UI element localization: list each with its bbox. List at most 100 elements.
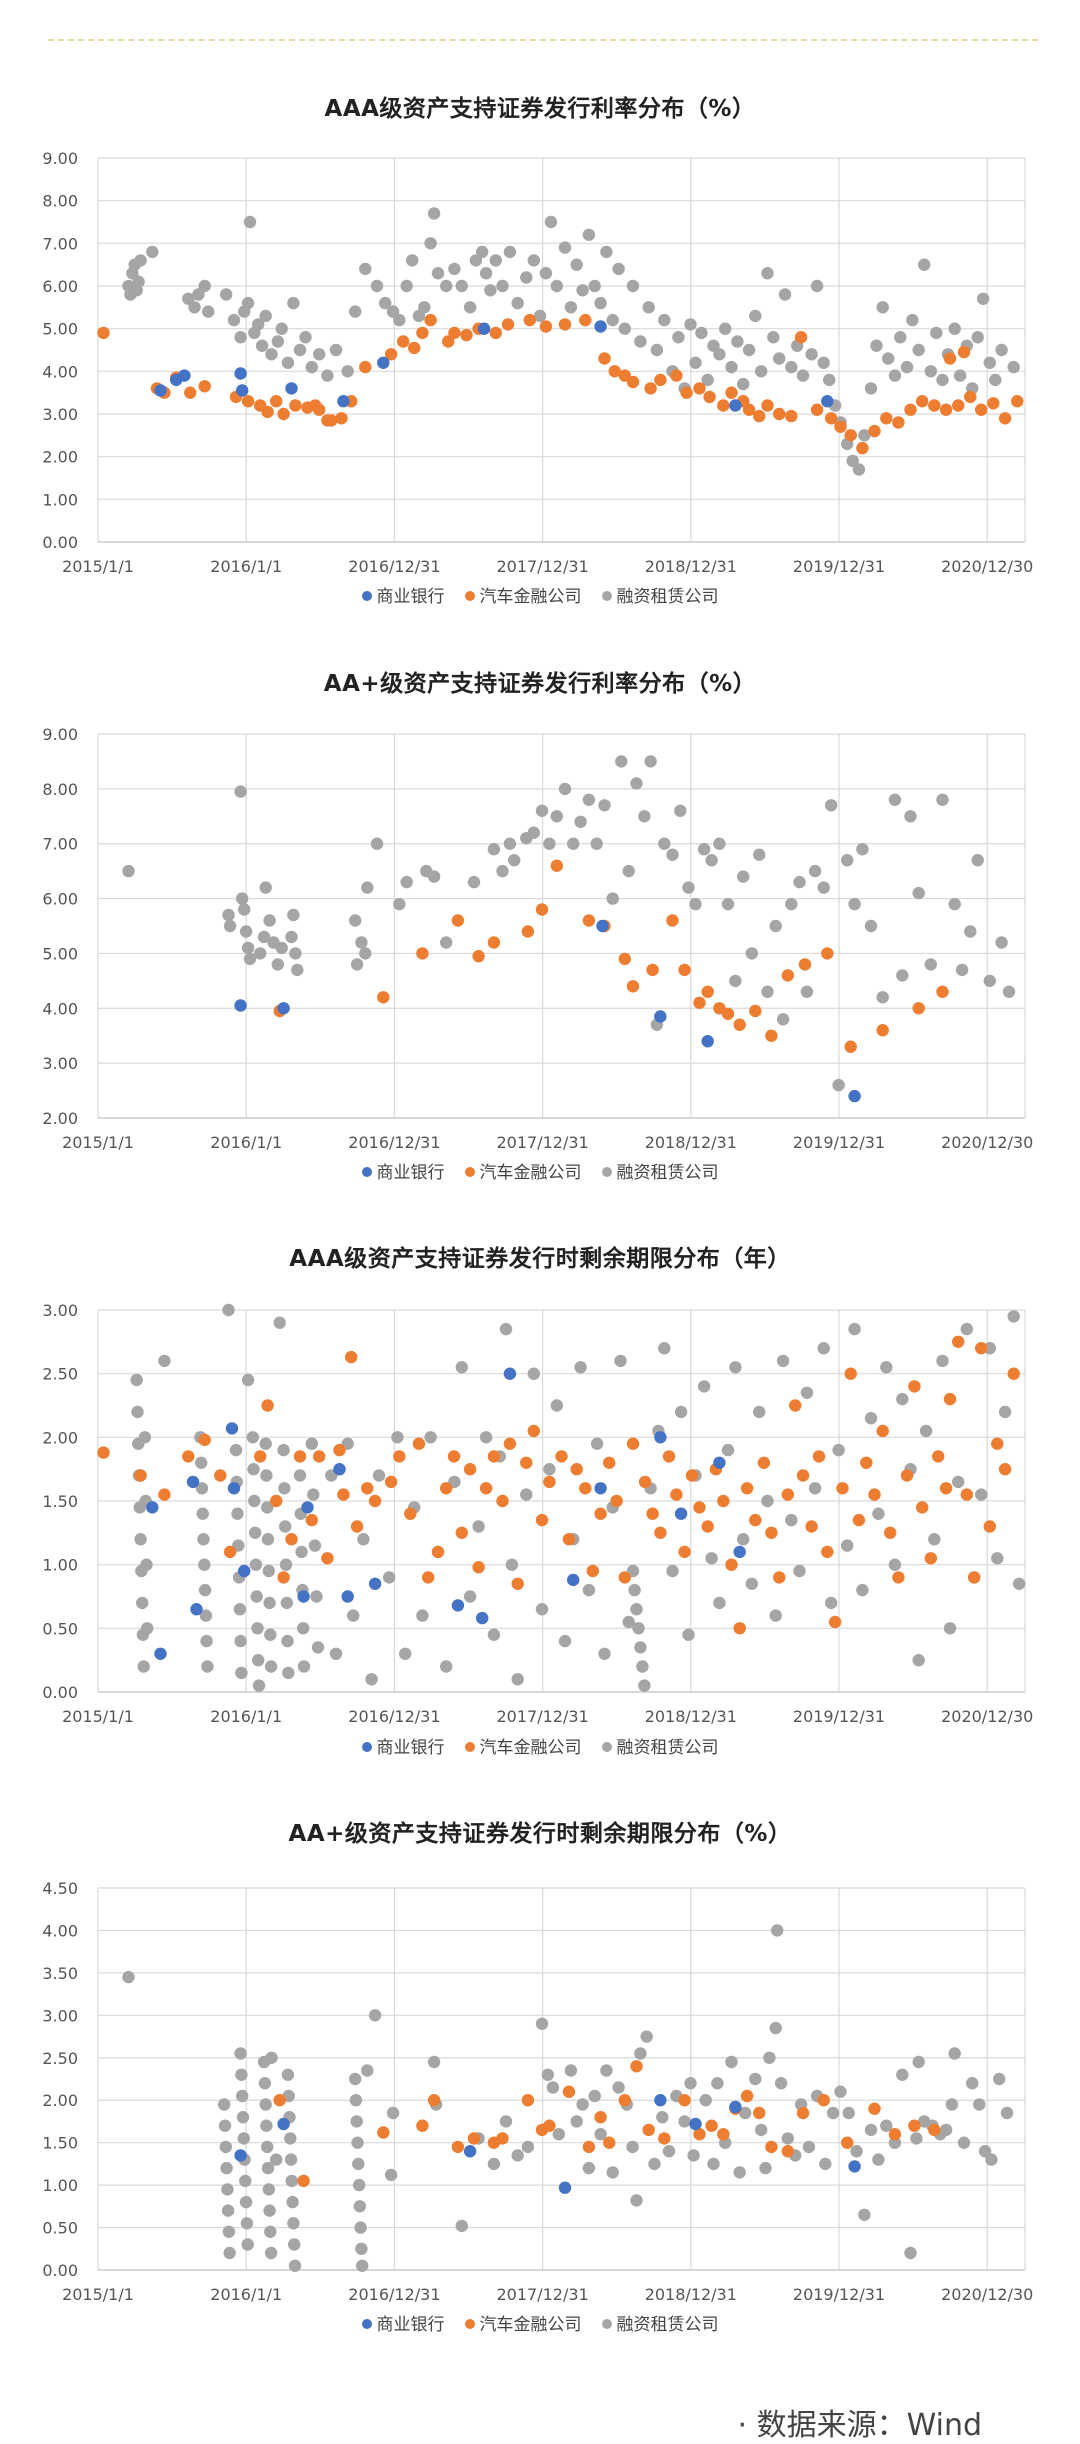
point-leasing	[1012, 1577, 1026, 1591]
point-auto-finance	[916, 395, 929, 408]
point-auto-finance	[678, 2094, 691, 2107]
chart-legend: 商业银行 汽车金融公司 融资租赁公司	[0, 1733, 1080, 1758]
point-bank	[654, 1431, 667, 1444]
point-auto-finance	[472, 322, 485, 335]
point-leasing	[499, 2115, 513, 2128]
point-auto-finance	[841, 2136, 854, 2149]
x-tick-label: 2015/1/1	[62, 1133, 134, 1152]
point-auto-finance	[943, 352, 957, 365]
point-auto-finance	[781, 1488, 794, 1501]
point-leasing	[910, 2132, 923, 2145]
point-leasing	[243, 215, 257, 229]
point-leasing	[628, 1583, 641, 1597]
point-bank	[848, 2160, 861, 2173]
point-leasing	[271, 335, 284, 348]
legend-marker-icon	[601, 1742, 612, 1752]
point-auto-finance	[749, 1004, 762, 1018]
point-leasing	[349, 2072, 362, 2086]
point-leasing	[848, 1322, 861, 1336]
point-auto-finance	[670, 369, 683, 382]
point-auto-finance	[440, 1482, 453, 1495]
point-auto-finance	[487, 936, 501, 949]
point-leasing	[140, 1558, 153, 1571]
point-leasing	[195, 1456, 208, 1470]
point-leasing	[252, 1679, 266, 1692]
legend-marker-icon	[464, 2319, 475, 2329]
point-leasing	[918, 258, 931, 271]
point-bank	[170, 373, 183, 387]
point-leasing	[761, 985, 774, 998]
point-leasing	[989, 373, 1002, 387]
point-leasing	[973, 2098, 986, 2111]
point-bank	[654, 2094, 667, 2107]
point-leasing	[197, 1533, 210, 1546]
point-leasing	[350, 2115, 363, 2128]
point-leasing	[618, 322, 631, 335]
point-leasing	[282, 2089, 295, 2103]
point-leasing	[284, 2153, 298, 2166]
point-leasing	[930, 326, 943, 340]
point-leasing	[759, 2161, 772, 2175]
y-tick-label: 3.00	[42, 2006, 78, 2025]
y-tick-label: 4.00	[42, 1921, 78, 1940]
point-auto-finance	[472, 950, 485, 963]
point-leasing	[198, 279, 211, 293]
point-leasing	[826, 2106, 840, 2120]
point-auto-finance	[796, 2106, 810, 2120]
point-leasing	[264, 2225, 277, 2238]
legend-label: 商业银行	[376, 1163, 445, 1183]
point-leasing	[393, 897, 406, 911]
point-leasing	[733, 2166, 746, 2179]
point-leasing	[370, 279, 384, 293]
point-auto-finance	[817, 2094, 830, 2107]
point-leasing	[262, 1564, 275, 1578]
point-leasing	[808, 1482, 822, 1495]
point-leasing	[968, 1571, 981, 1584]
point-leasing	[719, 322, 732, 335]
point-leasing	[132, 275, 145, 288]
point-auto-finance	[455, 1526, 468, 1540]
point-leasing	[260, 2119, 273, 2132]
point-auto-finance	[333, 1443, 346, 1457]
point-auto-finance	[496, 1494, 509, 1508]
point-leasing	[521, 2140, 535, 2154]
point-leasing	[223, 2246, 236, 2260]
point-auto-finance	[582, 2140, 596, 2154]
point-leasing	[408, 1501, 421, 1514]
point-auto-finance	[753, 409, 766, 423]
point-leasing	[682, 1628, 695, 1641]
point-leasing	[479, 267, 493, 280]
point-auto-finance	[964, 390, 977, 404]
point-leasing	[896, 969, 909, 982]
point-auto-finance	[422, 1571, 435, 1584]
point-leasing	[793, 1564, 806, 1578]
point-leasing	[424, 1431, 437, 1444]
point-auto-finance	[535, 2123, 549, 2137]
point-leasing	[684, 318, 697, 331]
point-auto-finance	[570, 1463, 583, 1476]
point-auto-finance	[729, 2102, 742, 2115]
point-auto-finance	[550, 859, 563, 872]
point-leasing	[550, 279, 563, 293]
point-auto-finance	[868, 424, 881, 438]
point-auto-finance	[270, 395, 283, 408]
point-leasing	[791, 339, 804, 352]
chart-legend: 商业银行 汽车金融公司 融资租赁公司	[0, 582, 1080, 607]
point-leasing	[773, 352, 786, 365]
x-tick-label: 2016/12/31	[348, 1133, 440, 1152]
point-leasing	[146, 245, 159, 259]
point-leasing	[626, 2140, 639, 2154]
chart-title: AAA级资产支持证券发行时剩余期限分布（年）	[289, 1246, 791, 1272]
point-bank	[713, 1456, 726, 1470]
point-leasing	[939, 2123, 953, 2137]
point-leasing	[900, 360, 914, 374]
point-auto-finance	[521, 925, 535, 938]
point-leasing	[275, 322, 288, 335]
point-leasing	[642, 301, 655, 314]
point-bank	[729, 399, 742, 412]
point-leasing	[957, 2136, 971, 2149]
point-auto-finance	[928, 2123, 941, 2137]
point-auto-finance	[416, 947, 429, 960]
point-leasing	[275, 941, 288, 955]
